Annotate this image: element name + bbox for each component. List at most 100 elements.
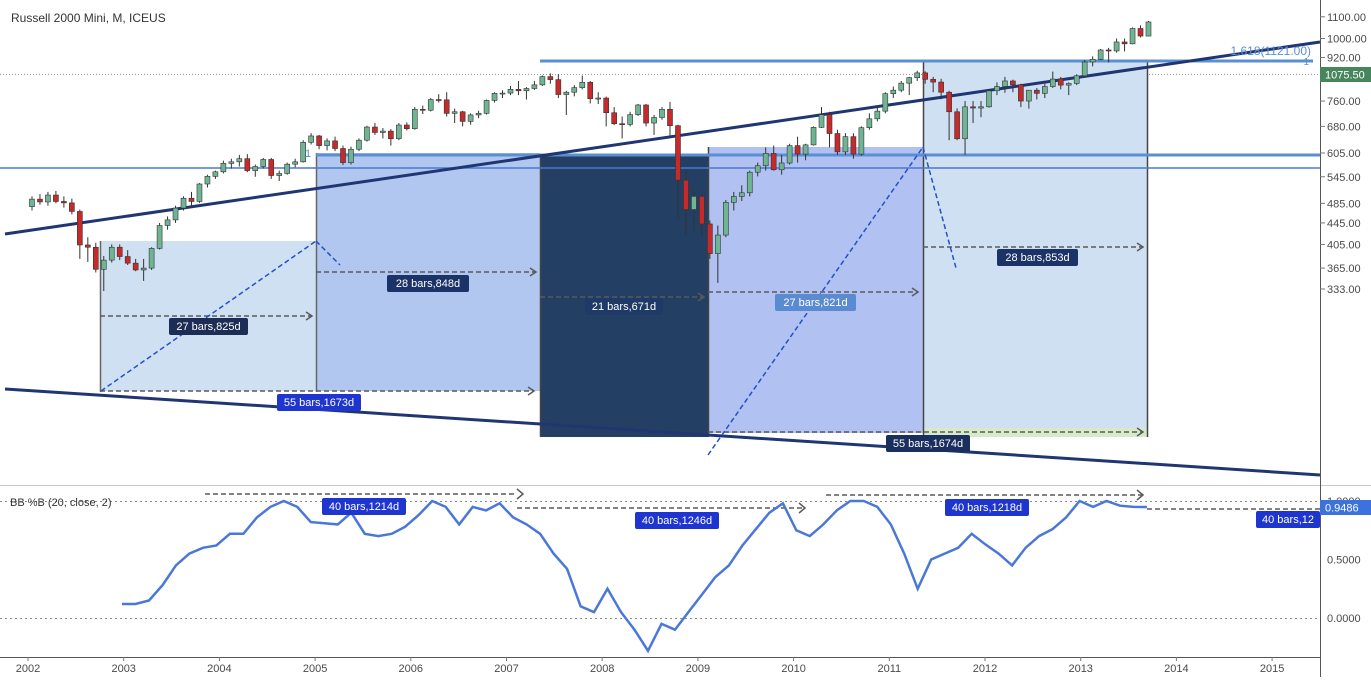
upper-channel-line[interactable] bbox=[4, 40, 1321, 236]
candle[interactable] bbox=[619, 116, 625, 139]
candle[interactable] bbox=[994, 82, 1000, 96]
candle[interactable] bbox=[260, 157, 267, 169]
candle[interactable] bbox=[404, 122, 410, 131]
candle[interactable] bbox=[45, 191, 51, 206]
candle[interactable] bbox=[380, 128, 386, 139]
candle[interactable] bbox=[268, 157, 275, 179]
candle[interactable] bbox=[148, 247, 155, 270]
candle[interactable] bbox=[523, 87, 530, 100]
candle[interactable] bbox=[1010, 79, 1016, 93]
candle[interactable] bbox=[164, 216, 171, 230]
candle[interactable] bbox=[587, 80, 594, 104]
candle[interactable] bbox=[132, 258, 139, 272]
candle[interactable] bbox=[491, 92, 498, 103]
candle[interactable] bbox=[388, 129, 394, 146]
candle[interactable] bbox=[563, 90, 570, 115]
candle[interactable] bbox=[53, 191, 59, 204]
candle[interactable] bbox=[1145, 21, 1152, 37]
candle[interactable] bbox=[866, 113, 873, 130]
candle[interactable] bbox=[316, 134, 322, 150]
candle[interactable] bbox=[1137, 25, 1144, 38]
candle[interactable] bbox=[1042, 83, 1048, 99]
candle[interactable] bbox=[156, 222, 163, 250]
candle[interactable] bbox=[180, 196, 187, 211]
candle[interactable] bbox=[707, 220, 713, 259]
candle[interactable] bbox=[396, 123, 402, 141]
candle[interactable] bbox=[986, 89, 992, 108]
annotation-55-bars-1674d[interactable]: 55 bars,1674d bbox=[886, 435, 970, 452]
candle[interactable] bbox=[555, 74, 562, 99]
candle[interactable] bbox=[882, 92, 889, 114]
candle[interactable] bbox=[427, 98, 434, 112]
candle[interactable] bbox=[834, 129, 841, 155]
candle[interactable] bbox=[124, 250, 131, 265]
candle[interactable] bbox=[188, 191, 195, 206]
candle[interactable] bbox=[172, 205, 179, 223]
candle[interactable] bbox=[1034, 87, 1040, 100]
candle[interactable] bbox=[842, 133, 849, 155]
candle[interactable] bbox=[810, 126, 817, 146]
candle[interactable] bbox=[978, 101, 984, 118]
candle[interactable] bbox=[100, 255, 107, 292]
candle[interactable] bbox=[515, 80, 522, 96]
candle[interactable] bbox=[116, 244, 123, 261]
annotation-28-bars-853d[interactable]: 28 bars,853d bbox=[997, 249, 1078, 266]
candle[interactable] bbox=[300, 140, 306, 163]
candle[interactable] bbox=[1049, 71, 1056, 88]
candle[interactable] bbox=[595, 92, 602, 105]
candle[interactable] bbox=[715, 225, 721, 283]
indicator-annotation-1[interactable]: 40 bars,1214d bbox=[322, 498, 406, 515]
candle[interactable] bbox=[770, 145, 777, 171]
candle[interactable] bbox=[475, 110, 482, 119]
candle[interactable] bbox=[635, 104, 641, 116]
indicator-annotation-4[interactable]: 40 bars,12 bbox=[1256, 511, 1320, 528]
candle[interactable] bbox=[1018, 83, 1024, 108]
candle[interactable] bbox=[483, 99, 490, 115]
candle[interactable] bbox=[651, 114, 657, 135]
candle[interactable] bbox=[348, 146, 354, 165]
candle[interactable] bbox=[730, 191, 737, 211]
candle[interactable] bbox=[252, 164, 259, 177]
time-axis[interactable]: 2002 2003 2004 2005 2006 2007 2008 2009 2010 2011… bbox=[16, 657, 1285, 675]
candle[interactable] bbox=[754, 162, 761, 177]
candle[interactable] bbox=[826, 111, 833, 148]
candle[interactable] bbox=[292, 158, 298, 168]
candle[interactable] bbox=[29, 196, 35, 211]
candle[interactable] bbox=[970, 101, 976, 124]
candle[interactable] bbox=[627, 111, 633, 127]
candle[interactable] bbox=[659, 107, 665, 120]
candle[interactable] bbox=[419, 105, 426, 114]
candle[interactable] bbox=[547, 73, 554, 84]
candle[interactable] bbox=[332, 136, 338, 152]
candle[interactable] bbox=[914, 70, 921, 81]
candle[interactable] bbox=[874, 107, 881, 122]
candle[interactable] bbox=[603, 96, 609, 127]
candle[interactable] bbox=[818, 107, 825, 129]
candle[interactable] bbox=[37, 194, 43, 205]
candle[interactable] bbox=[786, 143, 793, 165]
candles-layer[interactable] bbox=[29, 21, 1152, 292]
candle[interactable] bbox=[507, 85, 514, 96]
candle[interactable] bbox=[1026, 89, 1032, 109]
candle[interactable] bbox=[244, 154, 251, 173]
candle[interactable] bbox=[675, 124, 681, 218]
candle[interactable] bbox=[459, 110, 466, 127]
candle[interactable] bbox=[284, 162, 290, 175]
price-axis[interactable]: 1300.001100.001000.00920.00840.00760.006… bbox=[1320, 0, 1367, 296]
candle[interactable] bbox=[228, 158, 235, 169]
candle[interactable] bbox=[1081, 60, 1088, 77]
candle[interactable] bbox=[411, 107, 418, 130]
candle[interactable] bbox=[61, 196, 67, 208]
candle[interactable] bbox=[1002, 76, 1008, 93]
candle[interactable] bbox=[922, 71, 928, 84]
annotation-55-bars-1673d[interactable]: 55 bars,1673d bbox=[277, 394, 361, 411]
candle[interactable] bbox=[539, 75, 546, 86]
candle[interactable] bbox=[683, 170, 689, 236]
candle[interactable] bbox=[1097, 49, 1104, 61]
candle[interactable] bbox=[667, 101, 673, 137]
annotation-21-bars-671d[interactable]: 21 bars,671d bbox=[585, 298, 663, 315]
candle[interactable] bbox=[467, 113, 474, 125]
candle[interactable] bbox=[738, 185, 745, 202]
